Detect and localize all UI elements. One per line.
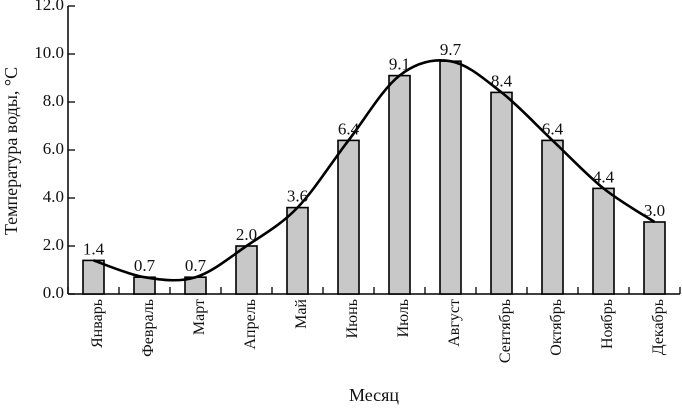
data-label: 9.1 bbox=[389, 55, 410, 74]
data-label: 6.4 bbox=[542, 119, 564, 138]
x-category-label: Январь bbox=[89, 299, 106, 348]
bar[interactable] bbox=[592, 187, 615, 295]
bar[interactable] bbox=[286, 206, 309, 295]
data-label: 8.4 bbox=[491, 71, 513, 90]
data-label: 3.0 bbox=[644, 201, 665, 220]
x-category-label: Апрель bbox=[242, 299, 259, 350]
bar[interactable] bbox=[235, 245, 258, 295]
y-tick-label: 6.0 bbox=[43, 139, 64, 158]
data-label: 0.7 bbox=[185, 256, 207, 275]
x-category-label: Май bbox=[293, 299, 310, 329]
bar[interactable] bbox=[82, 259, 105, 295]
x-axis-title: Месяц bbox=[349, 385, 399, 405]
x-category-label: Июнь bbox=[344, 299, 361, 338]
x-category-label: Ноябрь bbox=[599, 299, 616, 349]
bars bbox=[82, 60, 666, 295]
bar[interactable] bbox=[439, 60, 462, 295]
y-tick-label: 4.0 bbox=[43, 187, 64, 206]
data-label: 0.7 bbox=[134, 256, 156, 275]
y-tick-label: 10.0 bbox=[34, 43, 64, 62]
x-axis: Январь Февраль Март Апрель Май Июнь Июль Август… bbox=[67, 287, 681, 363]
y-tick-label: 2.0 bbox=[43, 235, 64, 254]
data-label: 2.0 bbox=[236, 225, 257, 244]
data-label: 4.4 bbox=[593, 167, 615, 186]
bar[interactable] bbox=[337, 139, 360, 295]
data-label: 6.4 bbox=[338, 119, 360, 138]
y-tick-label: 8.0 bbox=[43, 91, 64, 110]
bar[interactable] bbox=[541, 139, 564, 295]
data-label: 3.6 bbox=[287, 187, 308, 206]
x-category-label: Июль bbox=[395, 299, 412, 337]
bar[interactable] bbox=[490, 91, 513, 295]
bar[interactable] bbox=[133, 276, 156, 295]
x-category-label: Август bbox=[446, 299, 463, 347]
x-category-label: Сентябрь bbox=[497, 299, 514, 363]
data-label: 9.7 bbox=[440, 40, 462, 59]
x-category-label: Февраль bbox=[140, 299, 157, 357]
trend-line bbox=[93, 59, 656, 282]
data-label: 1.4 bbox=[83, 239, 105, 258]
y-axis: 0.0 2.0 4.0 6.0 8.0 10.0 12.0 bbox=[34, 0, 75, 302]
x-category-label: Декабрь bbox=[650, 299, 667, 355]
y-axis-title: Температура воды, °C bbox=[1, 67, 21, 235]
x-category-label: Октябрь bbox=[548, 299, 565, 356]
bar[interactable] bbox=[388, 74, 411, 295]
x-category-label: Март bbox=[191, 299, 208, 335]
data-labels: 1.4 0.7 0.7 2.0 3.6 6.4 9.1 9.7 8.4 6.4 4.4 3.0 bbox=[83, 40, 665, 275]
trend-line-group bbox=[93, 59, 656, 282]
y-tick-label: 0.0 bbox=[43, 283, 64, 302]
bar[interactable] bbox=[643, 221, 666, 295]
y-tick-label: 12.0 bbox=[34, 0, 64, 14]
